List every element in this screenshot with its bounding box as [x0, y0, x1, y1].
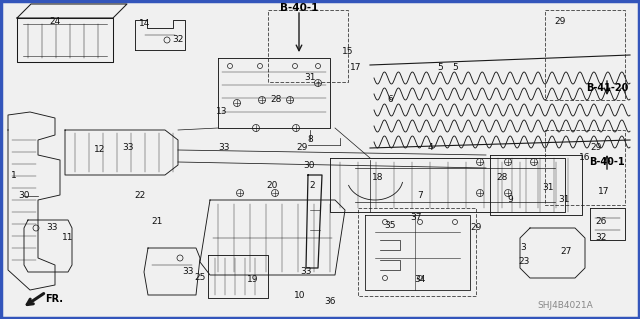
Text: 6: 6: [387, 95, 393, 105]
Text: FR.: FR.: [45, 294, 63, 304]
Text: 1: 1: [11, 170, 17, 180]
Text: 35: 35: [384, 220, 396, 229]
Text: 29: 29: [296, 144, 308, 152]
Text: 15: 15: [342, 48, 354, 56]
Text: 24: 24: [49, 18, 61, 26]
Text: 2: 2: [309, 181, 315, 189]
Text: 17: 17: [598, 188, 610, 197]
Text: 30: 30: [19, 191, 29, 201]
Text: 31: 31: [542, 183, 554, 192]
Text: 37: 37: [410, 213, 422, 222]
Text: 32: 32: [172, 35, 184, 44]
Text: 34: 34: [414, 276, 426, 285]
Text: SHJ4B4021A: SHJ4B4021A: [537, 300, 593, 309]
Text: 16: 16: [579, 153, 591, 162]
Text: 22: 22: [134, 190, 146, 199]
Text: 23: 23: [518, 257, 530, 266]
Text: 28: 28: [496, 174, 508, 182]
Text: 18: 18: [372, 174, 384, 182]
Text: 29: 29: [470, 224, 482, 233]
Text: 29: 29: [554, 18, 566, 26]
Text: 4: 4: [427, 144, 433, 152]
Text: B-40-1: B-40-1: [589, 157, 625, 167]
Text: 21: 21: [151, 218, 163, 226]
Bar: [545, 10, 625, 100]
Text: 31: 31: [558, 196, 570, 204]
Text: 26: 26: [595, 218, 607, 226]
Text: 10: 10: [294, 291, 306, 300]
Text: 33: 33: [218, 144, 230, 152]
Text: 8: 8: [307, 136, 313, 145]
Bar: [268, 10, 348, 82]
Text: B-41-20: B-41-20: [586, 83, 628, 93]
Text: 33: 33: [122, 144, 134, 152]
Text: 32: 32: [595, 234, 607, 242]
Text: 31: 31: [304, 73, 316, 83]
Text: 12: 12: [94, 145, 106, 154]
Text: 29: 29: [590, 144, 602, 152]
Text: 20: 20: [266, 181, 278, 189]
Bar: [545, 130, 625, 205]
Text: 13: 13: [216, 108, 228, 116]
Text: 25: 25: [195, 273, 205, 283]
Text: 19: 19: [247, 276, 259, 285]
Text: 7: 7: [417, 190, 423, 199]
Text: 3: 3: [520, 243, 526, 253]
Text: 33: 33: [300, 268, 312, 277]
Text: 14: 14: [140, 19, 150, 28]
Text: 17: 17: [350, 63, 362, 72]
Text: 30: 30: [303, 160, 315, 169]
Text: 33: 33: [182, 268, 194, 277]
Bar: [358, 208, 476, 296]
Text: 27: 27: [560, 248, 572, 256]
Text: B-40-1: B-40-1: [280, 3, 318, 13]
Text: 28: 28: [270, 95, 282, 105]
Text: 11: 11: [62, 234, 74, 242]
Text: 5: 5: [437, 63, 443, 72]
Text: 33: 33: [46, 224, 58, 233]
Text: 36: 36: [324, 298, 336, 307]
Text: 5: 5: [452, 63, 458, 72]
Text: 9: 9: [507, 196, 513, 204]
